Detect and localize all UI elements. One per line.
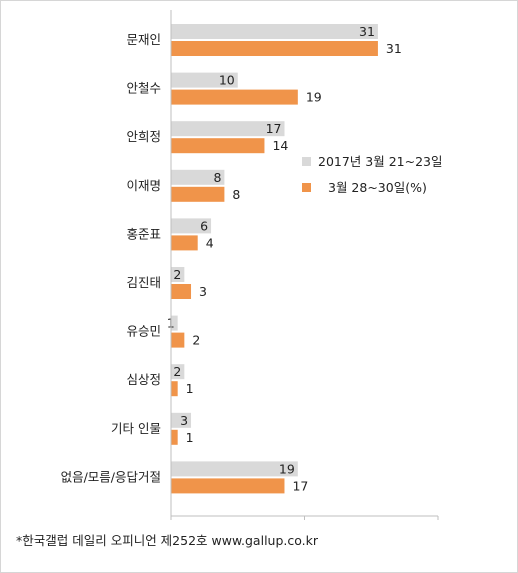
bar-previous (171, 24, 378, 39)
category-label: 안철수 (126, 81, 161, 96)
bar-previous (171, 364, 185, 380)
data-label: 4 (206, 235, 214, 250)
bar-current (171, 381, 178, 397)
category-label: 없음/모름/응답거절 (61, 469, 161, 484)
bar-current (171, 284, 192, 299)
legend-label: 2017년 3월 21~23일 (318, 154, 443, 169)
category-label: 기타 인물 (111, 421, 161, 436)
data-label: 6 (200, 218, 208, 233)
data-label: 2 (173, 267, 181, 282)
category-label: 김진태 (126, 275, 161, 290)
bar-previous (171, 267, 185, 282)
bar-current (171, 41, 378, 56)
data-label: 19 (279, 461, 295, 476)
bar-previous (171, 121, 285, 137)
bar-chart: 문재인3131안철수1019안희정1714이재명88홍준표64김진태23유승민1… (61, 10, 443, 520)
data-label: 17 (266, 121, 282, 136)
data-label: 8 (232, 187, 240, 202)
data-label: 17 (292, 478, 308, 493)
bar-current (171, 186, 225, 202)
data-label: 3 (180, 413, 188, 428)
category-label: 문재인 (126, 32, 161, 47)
data-label: 2 (192, 333, 200, 348)
bar-previous (171, 169, 225, 185)
data-label: 31 (359, 24, 375, 39)
category-label: 이재명 (126, 178, 161, 193)
footnote: *한국갤럽 데일리 오피니언 제252호 www.gallup.co.kr (16, 533, 319, 548)
data-label: 19 (306, 90, 322, 105)
bar-current (171, 478, 285, 494)
category-label: 심상정 (126, 372, 161, 387)
bar-previous (171, 412, 192, 428)
bar-previous (171, 72, 238, 88)
bar-previous (171, 218, 212, 234)
data-label: 8 (213, 170, 221, 185)
bar-current (171, 89, 298, 105)
legend-label: 3월 28~30일(%) (328, 180, 427, 195)
legend-swatch (302, 183, 311, 192)
data-label: 2 (173, 364, 181, 379)
data-label: 31 (386, 41, 402, 56)
bar-current (171, 138, 265, 154)
data-label: 3 (199, 284, 207, 299)
data-label: 10 (219, 73, 235, 88)
bar-previous (171, 461, 298, 477)
category-label: 홍준표 (126, 226, 161, 241)
data-label: 14 (272, 138, 288, 153)
bar-current (171, 429, 178, 445)
legend-swatch (302, 157, 311, 166)
category-label: 유승민 (126, 324, 161, 339)
category-label: 안희정 (126, 129, 161, 144)
bar-previous (171, 315, 178, 331)
bar-current (171, 235, 198, 251)
data-label: 1 (186, 381, 194, 396)
data-label: 1 (186, 430, 194, 445)
bar-current (171, 332, 185, 348)
